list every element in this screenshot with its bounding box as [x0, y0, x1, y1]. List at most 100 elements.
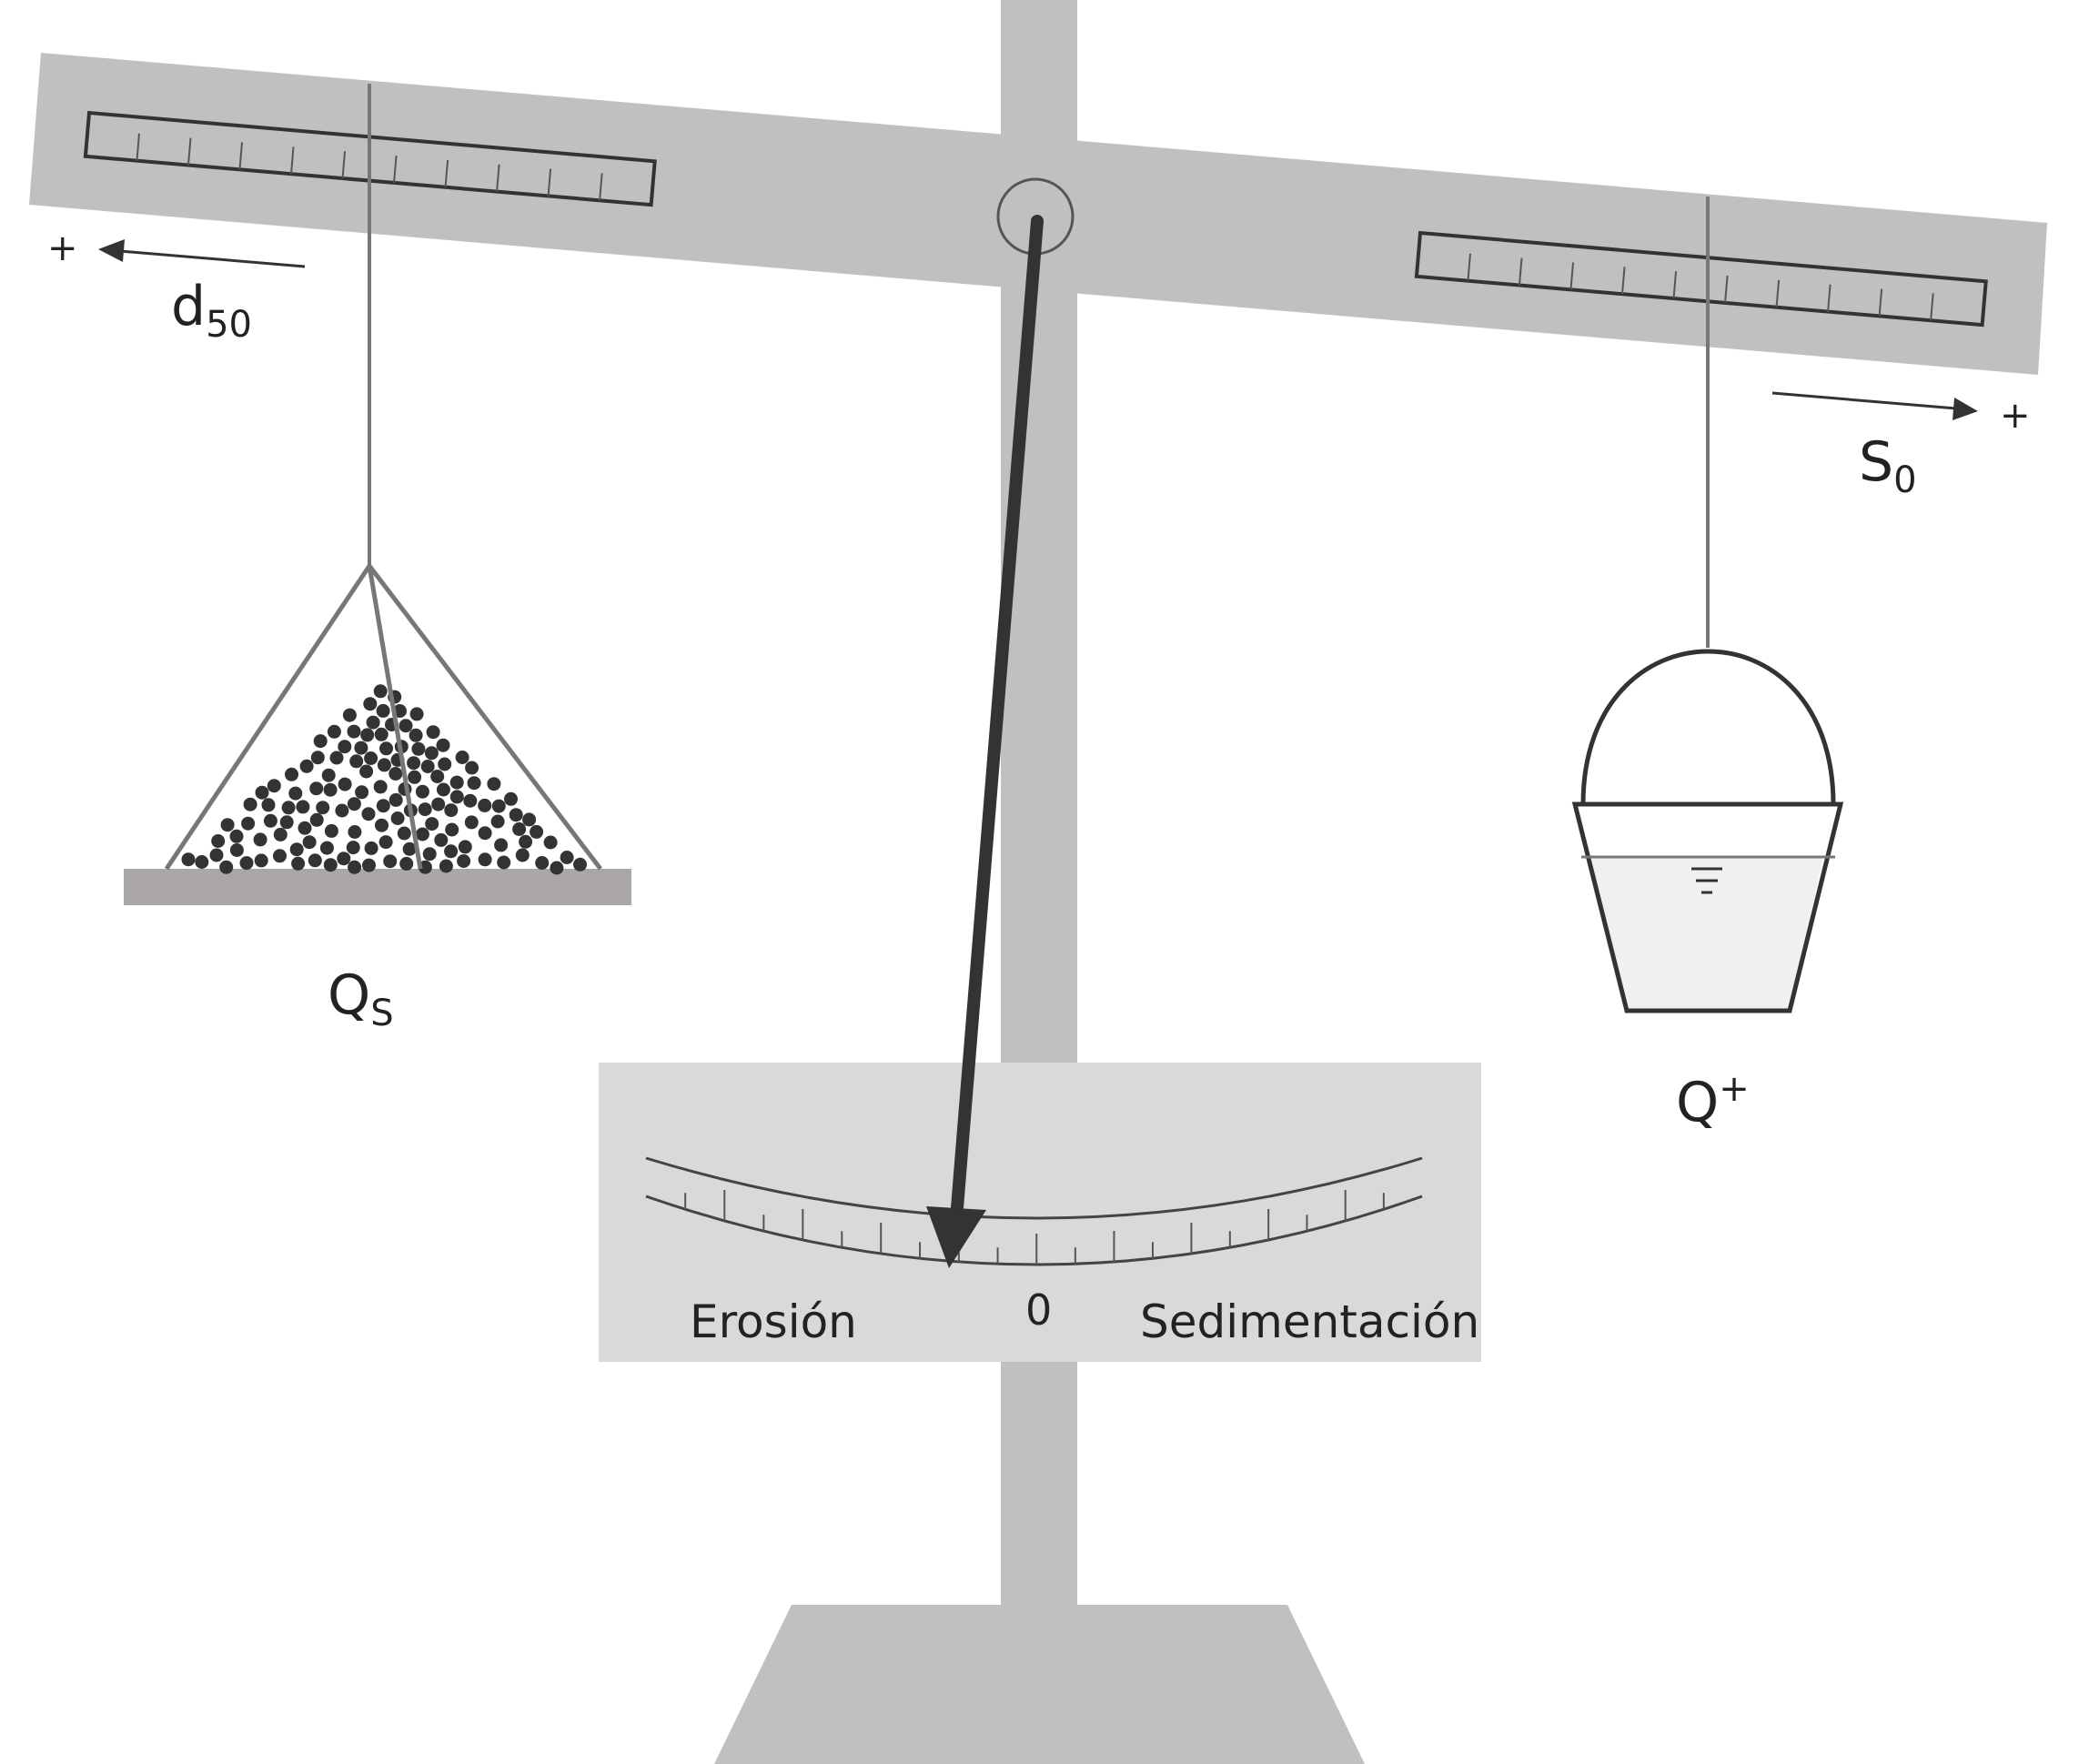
- sediment-grain: [364, 841, 378, 855]
- sediment-grain: [504, 791, 518, 806]
- sediment-grain: [253, 832, 267, 847]
- scale-tick: [1569, 262, 1575, 290]
- sediment-grain: [347, 797, 361, 811]
- sediment-grain: [550, 861, 564, 875]
- sediment-grain: [360, 728, 375, 742]
- sediment-grain: [449, 775, 464, 790]
- sediment-grain: [422, 847, 437, 862]
- sediment-grain: [543, 835, 558, 850]
- slope-label: S0: [1859, 430, 1917, 501]
- sediment-grain: [241, 816, 256, 831]
- sediment-grain: [458, 840, 472, 854]
- scale-tick: [238, 142, 244, 170]
- sediment-grain: [279, 815, 294, 830]
- sediment-grain: [399, 719, 413, 733]
- sediment-grain: [366, 715, 380, 730]
- sediment-grain: [376, 703, 390, 718]
- sediment-grain: [373, 684, 388, 699]
- sediment-grain: [487, 777, 501, 791]
- sediment-grain: [409, 728, 423, 742]
- sediment-grain: [376, 799, 390, 813]
- water-bucket-icon: [1571, 649, 1844, 1013]
- sediment-pile-icon: [181, 684, 587, 875]
- sediment-grain: [535, 856, 550, 870]
- sediment-grain: [478, 852, 492, 867]
- sediment-grain: [478, 826, 492, 841]
- sediment-grain: [431, 797, 446, 811]
- sediment-grain: [211, 834, 226, 848]
- sediment-grain: [254, 853, 268, 868]
- sediment-grain: [389, 792, 403, 807]
- sediment-grain: [439, 859, 453, 873]
- sediment-grain: [418, 802, 432, 817]
- sediment-grain: [309, 781, 324, 796]
- sediment-grain: [338, 740, 352, 754]
- sediment-grain: [467, 776, 481, 791]
- sediment-grain: [375, 818, 389, 832]
- sediment-grain: [302, 835, 317, 850]
- sediment-grain: [361, 807, 376, 822]
- right-direction-arrow: +: [1771, 391, 2031, 437]
- sediment-grain: [494, 838, 509, 852]
- right-load: [1571, 197, 1844, 1013]
- sediment-grain: [491, 799, 506, 813]
- sediment-grain: [560, 851, 574, 864]
- sediment-grain: [299, 759, 314, 773]
- sediment-grain: [434, 832, 449, 847]
- gauge-panel: Erosión 0 Sedimentación: [599, 1063, 1481, 1362]
- sediment-grain: [285, 767, 298, 781]
- scale-tick: [1724, 275, 1729, 303]
- sediment-grain: [362, 858, 376, 872]
- sediment-grain: [329, 751, 344, 765]
- sediment-grain: [263, 813, 278, 828]
- sediment-grain: [378, 835, 393, 850]
- sediment-grain: [415, 784, 429, 799]
- sediment-grain: [515, 848, 530, 862]
- scale-tick: [1827, 284, 1832, 312]
- balance-pointer: [926, 215, 1044, 1268]
- sediment-grain: [348, 860, 362, 874]
- sediment-grain: [348, 825, 362, 839]
- grain-size-label: d50: [171, 275, 252, 346]
- sediment-grain: [436, 782, 450, 797]
- sediment-grain: [209, 848, 224, 862]
- sediment-grain: [324, 823, 338, 838]
- gauge-zero-label: 0: [1025, 1285, 1052, 1335]
- scale-tick: [1878, 288, 1883, 317]
- sediment-grain: [444, 844, 459, 859]
- sediment-grain: [478, 798, 492, 812]
- sediment-grain: [573, 857, 587, 872]
- sediment-grain: [195, 855, 209, 869]
- sediment-grain: [337, 852, 351, 866]
- sediment-grain: [181, 852, 196, 867]
- scale-tick: [1672, 271, 1678, 299]
- sediment-grain: [323, 782, 338, 797]
- sediment-grain: [335, 803, 349, 818]
- sediment-grain: [379, 741, 393, 756]
- sedimentation-label: Sedimentación: [1140, 1295, 1479, 1348]
- sediment-grain: [347, 724, 361, 739]
- sediment-grain: [415, 827, 429, 842]
- beam-bar: [29, 53, 2047, 375]
- gauge-background: [599, 1063, 1481, 1362]
- sediment-grain: [509, 808, 523, 822]
- sediment-grain: [408, 770, 422, 784]
- sediment-grain: [425, 817, 439, 832]
- sediment-grain: [402, 842, 417, 856]
- sediment-grain: [359, 764, 374, 779]
- scale-tick: [187, 137, 192, 166]
- gauge-arc-outer: [645, 1156, 1423, 1220]
- pointer-arrowhead: [926, 1206, 986, 1268]
- scale-tick: [393, 155, 398, 183]
- sediment-grain: [363, 697, 378, 711]
- sediment-grain: [342, 708, 357, 722]
- sediment-tray: [124, 869, 631, 905]
- sediment-grain: [289, 842, 304, 857]
- sediment-grain: [464, 815, 479, 830]
- right-direction-sign: +: [2000, 395, 2031, 437]
- sediment-grain: [321, 768, 336, 782]
- sediment-grain: [390, 811, 405, 825]
- scale-tick: [547, 168, 552, 197]
- sediment-discharge-label: QS: [328, 963, 394, 1034]
